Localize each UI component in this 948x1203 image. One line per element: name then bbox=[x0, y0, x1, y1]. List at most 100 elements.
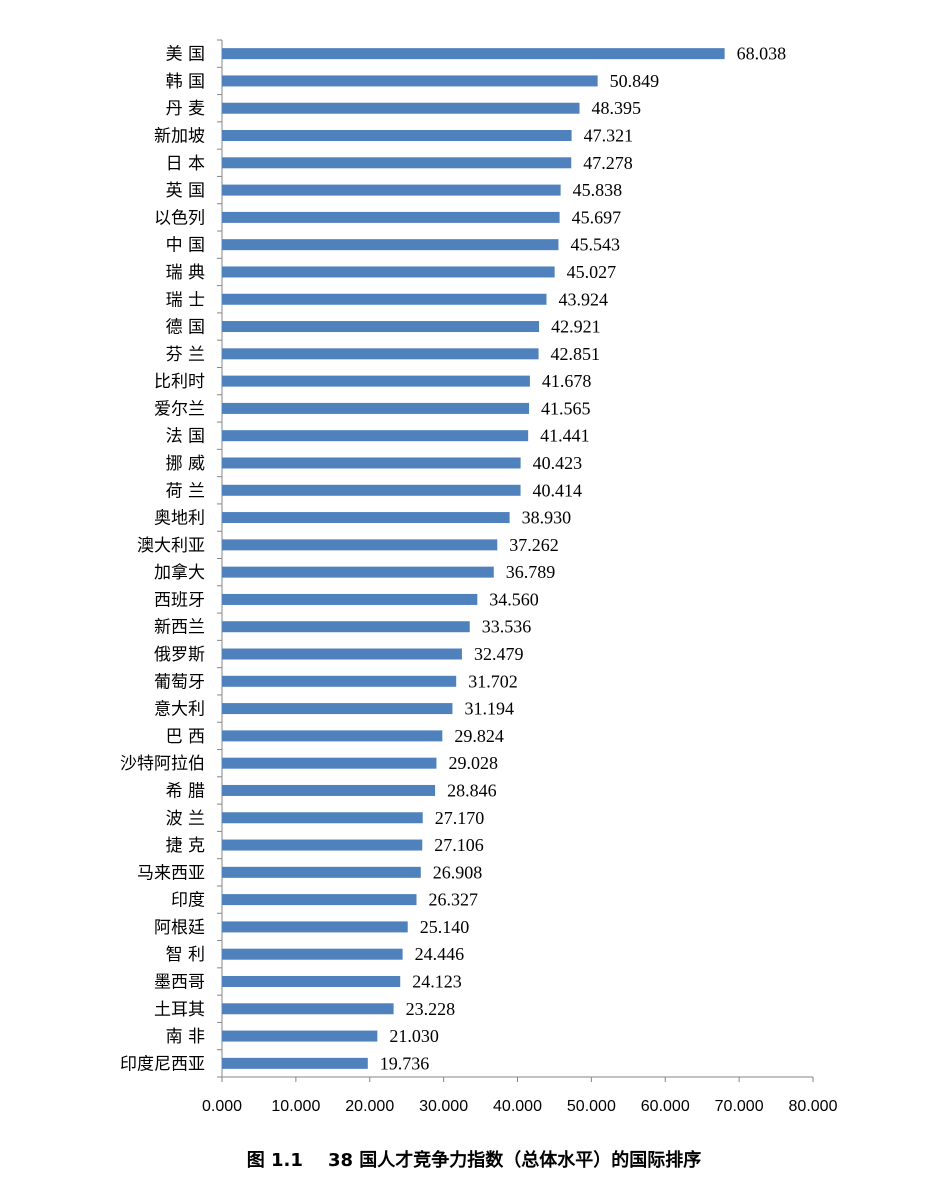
bar bbox=[222, 184, 561, 196]
category-label: 土耳其 bbox=[154, 1000, 205, 1020]
category-label: 新加坡 bbox=[154, 127, 205, 147]
data-label: 45.027 bbox=[567, 262, 617, 282]
data-label: 24.123 bbox=[412, 971, 462, 991]
category-label: 爱尔兰 bbox=[154, 399, 205, 419]
bar bbox=[222, 1003, 394, 1015]
data-label: 23.228 bbox=[406, 999, 456, 1019]
category-label: 意大利 bbox=[154, 700, 205, 720]
x-tick-label: 0.000 bbox=[202, 1098, 242, 1115]
category-label: 韩 国 bbox=[166, 72, 205, 92]
data-label: 38.930 bbox=[522, 508, 572, 528]
data-label: 37.262 bbox=[509, 535, 559, 555]
bar bbox=[222, 784, 436, 796]
chart-caption: 图 1.1 38 国人才竞争力指数（总体水平）的国际排序 bbox=[246, 1150, 702, 1171]
bar bbox=[222, 812, 423, 824]
category-label: 南 非 bbox=[166, 1027, 205, 1047]
x-tick-label: 40.000 bbox=[493, 1098, 542, 1115]
category-label: 新西兰 bbox=[154, 618, 205, 638]
bar bbox=[222, 593, 478, 605]
data-label: 42.851 bbox=[551, 344, 601, 364]
data-label: 25.140 bbox=[420, 917, 470, 937]
x-tick-label: 70.000 bbox=[715, 1098, 764, 1115]
data-label: 40.423 bbox=[533, 453, 583, 473]
data-label: 19.736 bbox=[380, 1053, 430, 1073]
bar bbox=[222, 348, 539, 360]
bar bbox=[222, 48, 725, 60]
category-label: 中 国 bbox=[166, 236, 205, 256]
category-label: 捷 克 bbox=[166, 836, 205, 856]
category-label: 加拿大 bbox=[154, 562, 205, 583]
data-label: 34.560 bbox=[489, 589, 539, 609]
data-label: 26.327 bbox=[428, 890, 478, 910]
category-label: 法 国 bbox=[166, 427, 205, 447]
category-label: 挪 威 bbox=[166, 454, 205, 474]
data-label: 33.536 bbox=[482, 617, 532, 637]
x-tick-label: 20.000 bbox=[345, 1098, 394, 1115]
data-label: 26.908 bbox=[433, 862, 483, 882]
bar bbox=[222, 75, 598, 87]
bar bbox=[222, 757, 437, 769]
category-label: 希 腊 bbox=[166, 781, 205, 801]
value-label-group: 68.038 50.849 48.395 47.321 47.278 45.838 45.6… bbox=[380, 44, 786, 1074]
category-label: 美 国 bbox=[166, 45, 205, 65]
data-label: 29.028 bbox=[448, 753, 498, 773]
data-label: 45.543 bbox=[570, 235, 620, 255]
bar bbox=[222, 157, 572, 169]
bar bbox=[222, 512, 510, 524]
category-label: 葡萄牙 bbox=[154, 672, 205, 692]
x-tick-label: 60.000 bbox=[641, 1098, 690, 1115]
bar bbox=[222, 130, 572, 142]
bar bbox=[222, 975, 401, 987]
x-tick-label: 10.000 bbox=[271, 1098, 320, 1115]
data-label: 40.414 bbox=[533, 480, 583, 500]
bar bbox=[222, 375, 530, 387]
bar bbox=[222, 430, 529, 442]
category-label: 印度尼西亚 bbox=[120, 1054, 205, 1074]
bar bbox=[222, 921, 408, 933]
category-label: 英 国 bbox=[166, 181, 205, 201]
data-label: 31.194 bbox=[464, 699, 514, 719]
bar bbox=[222, 457, 521, 469]
bar bbox=[222, 539, 498, 551]
data-label: 32.479 bbox=[474, 644, 524, 664]
category-label: 澳大利亚 bbox=[137, 536, 205, 556]
category-label: 沙特阿拉伯 bbox=[120, 754, 205, 774]
data-label: 27.106 bbox=[434, 835, 484, 855]
bar bbox=[222, 703, 453, 715]
category-label: 墨西哥 bbox=[154, 972, 205, 992]
bar bbox=[222, 484, 521, 496]
x-tick-label: 50.000 bbox=[567, 1098, 616, 1115]
category-label: 马来西亚 bbox=[137, 863, 205, 883]
data-label: 45.838 bbox=[573, 180, 623, 200]
bar bbox=[222, 566, 494, 578]
data-label: 27.170 bbox=[435, 808, 485, 828]
bar bbox=[222, 948, 403, 960]
category-label: 日 本 bbox=[166, 154, 205, 174]
category-label: 芬 兰 bbox=[166, 345, 205, 365]
bar bbox=[222, 102, 580, 114]
data-label: 24.446 bbox=[415, 944, 465, 964]
category-label: 比利时 bbox=[154, 372, 205, 392]
category-label: 以色列 bbox=[154, 208, 205, 228]
category-label: 奥地利 bbox=[154, 509, 205, 529]
category-label: 阿根廷 bbox=[154, 918, 205, 938]
bar bbox=[222, 1057, 368, 1069]
data-label: 36.789 bbox=[506, 562, 556, 582]
x-tick-label: 80.000 bbox=[789, 1098, 838, 1115]
bar bbox=[222, 866, 421, 878]
data-label: 48.395 bbox=[592, 98, 642, 118]
data-label: 42.921 bbox=[551, 317, 601, 337]
category-label: 巴 西 bbox=[166, 727, 205, 747]
data-label: 29.824 bbox=[454, 726, 504, 746]
data-label: 41.678 bbox=[542, 371, 592, 391]
category-label: 德 国 bbox=[166, 318, 205, 338]
bar bbox=[222, 648, 462, 660]
bar bbox=[222, 675, 457, 687]
bar bbox=[222, 293, 547, 305]
data-label: 41.565 bbox=[541, 398, 591, 418]
data-label: 45.697 bbox=[572, 207, 622, 227]
x-tick-label: 30.000 bbox=[419, 1098, 468, 1115]
category-label: 西班牙 bbox=[154, 590, 205, 610]
x-tick-label-group: 0.000 10.000 20.000 30.000 40.000 50.000 60.00… bbox=[202, 1098, 838, 1115]
